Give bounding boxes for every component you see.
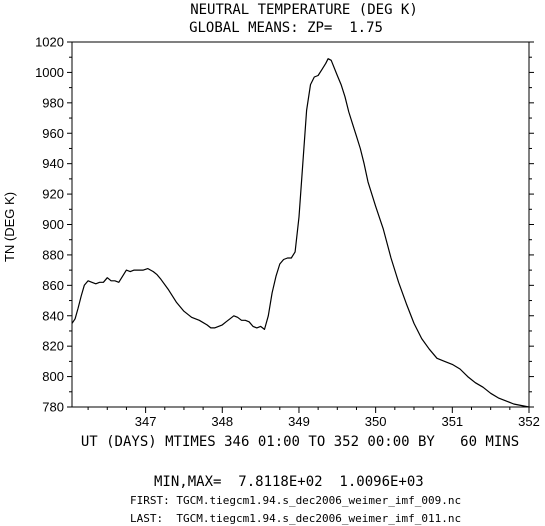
y-axis-label: TN (DEG K)	[2, 192, 17, 262]
y-tick-label: 1000	[35, 65, 64, 80]
footer-last-file: LAST: TGCM.tiegcm1.94.s_dec2006_weimer_i…	[130, 512, 461, 525]
y-tick-label: 860	[42, 278, 64, 293]
x-tick-label: 350	[365, 414, 387, 429]
y-tick-label: 1020	[35, 35, 64, 50]
footer-first-file: FIRST: TGCM.tiegcm1.94.s_dec2006_weimer_…	[130, 494, 461, 507]
y-tick-label: 940	[42, 156, 64, 171]
series-line	[71, 58, 530, 408]
x-tick-label: 351	[441, 414, 463, 429]
y-tick-label: 780	[42, 400, 64, 415]
y-axis: 780 800 820 840 860 880 900 920 940 960 980 1000 102…	[35, 35, 534, 415]
y-tick-label: 820	[42, 339, 64, 354]
footer-minmax: MIN,MAX= 7.8118E+02 1.0096E+03	[154, 474, 424, 490]
chart-title: NEUTRAL TEMPERATURE (DEG K)	[190, 2, 418, 18]
x-axis: 347 348 349 350 351 352	[87, 407, 540, 429]
chart-subtitle: GLOBAL MEANS: ZP= 1.75	[189, 20, 383, 36]
x-tick-label: 348	[211, 414, 233, 429]
x-axis-label: UT (DAYS) MTIMES 346 01:00 TO 352 00:00 …	[81, 434, 519, 450]
y-tick-label: 920	[42, 187, 64, 202]
y-tick-label: 840	[42, 308, 64, 323]
series-layer	[71, 58, 530, 408]
y-tick-label: 800	[42, 369, 64, 384]
y-tick-label: 900	[42, 217, 64, 232]
x-tick-label: 352	[518, 414, 540, 429]
plot-frame	[71, 41, 530, 408]
y-tick-label: 960	[42, 126, 64, 141]
x-tick-label: 349	[288, 414, 310, 429]
y-tick-label: 980	[42, 95, 64, 110]
y-tick-label: 880	[42, 247, 64, 262]
x-tick-label: 347	[135, 414, 157, 429]
